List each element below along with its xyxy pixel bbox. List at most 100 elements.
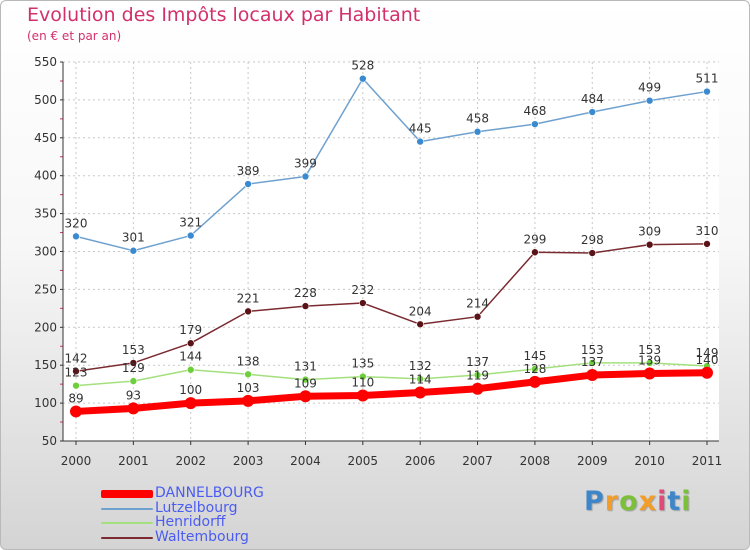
legend-label: Waltembourg [155,528,249,545]
data-point-henridorff [588,359,597,367]
y-tick-label: 100 [34,396,57,410]
data-label: 310 [696,224,719,238]
data-point-waltembourg [72,367,80,376]
logo-letter: t [667,486,682,517]
data-point-dannelbourg [414,386,427,399]
data-point-henridorff [301,375,310,384]
data-point-waltembourg [244,307,252,316]
data-point-lutzelbourg [301,172,310,181]
data-label: 214 [466,297,489,311]
data-label: 399 [294,156,317,170]
data-point-henridorff [359,372,367,381]
data-label: 320 [65,216,88,230]
data-point-henridorff [531,365,539,373]
y-tick-label: 400 [34,169,57,183]
data-point-lutzelbourg [588,108,597,116]
data-point-dannelbourg [70,405,82,418]
data-point-dannelbourg [643,367,656,380]
data-point-waltembourg [703,240,711,248]
data-label: 321 [179,216,202,230]
data-point-henridorff [473,371,482,379]
x-tick-label: 2006 [405,454,436,468]
y-tick-label: 450 [34,131,57,145]
data-label: 299 [523,232,546,246]
legend-swatch [101,507,153,510]
data-label: 131 [294,360,317,374]
y-tick-label: 250 [34,282,57,296]
data-point-lutzelbourg [72,232,80,241]
data-point-lutzelbourg [645,96,654,105]
data-label: 445 [409,122,432,136]
x-tick-label: 2011 [692,454,723,468]
x-tick-label: 2000 [61,454,92,468]
legend-swatch [101,522,153,524]
data-point-lutzelbourg [244,180,252,188]
data-point-henridorff [416,375,424,383]
data-point-dannelbourg [528,375,541,388]
data-label: 484 [581,92,604,106]
y-tick-label: 50 [42,434,57,448]
series-line-henridorff [75,362,708,387]
y-tick-label: 200 [34,320,57,334]
y-tick-label: 150 [34,358,57,372]
data-label: 221 [237,291,260,305]
data-label: 389 [237,164,260,178]
data-point-waltembourg [301,302,310,310]
data-label: 149 [696,346,719,360]
data-label: 153 [581,343,604,357]
data-label: 128 [523,362,546,376]
logo-letter: x [638,486,658,517]
data-label: 309 [638,225,661,239]
legend-label: Henridorff [155,514,226,530]
data-label: 511 [696,72,719,86]
logo-letter: r [604,486,620,517]
data-label: 232 [351,283,374,297]
data-point-henridorff [186,365,195,374]
series-line-lutzelbourg [75,77,708,252]
x-tick-label: 2008 [520,454,551,468]
logo-letter: P [584,486,605,517]
data-point-lutzelbourg [473,127,482,136]
x-tick-label: 2009 [577,454,608,468]
series-line-dannelbourg [72,369,711,415]
data-label: 132 [409,359,432,373]
data-label: 137 [581,355,604,369]
data-label: 93 [126,388,141,402]
data-label: 140 [696,353,719,367]
data-label: 109 [294,376,317,390]
data-label: 301 [122,231,145,245]
proxiti-logo: Proxiti [584,486,692,517]
legend-swatch [101,490,153,498]
x-tick-label: 2007 [462,454,493,468]
series-line-waltembourg [75,243,708,373]
data-point-lutzelbourg [129,246,138,255]
data-point-lutzelbourg [186,231,195,240]
data-label: 139 [638,354,661,368]
data-point-waltembourg [588,249,597,257]
logo-letter: o [619,486,639,517]
data-point-waltembourg [473,312,482,321]
y-tick-label: 350 [34,207,57,221]
data-point-waltembourg [129,359,138,367]
data-label: 458 [466,112,489,126]
data-point-waltembourg [359,299,367,307]
x-tick-label: 2002 [175,454,206,468]
data-label: 138 [237,354,260,368]
data-label: 468 [523,104,546,118]
x-tick-label: 2003 [233,454,264,468]
data-label: 298 [581,233,604,247]
data-label: 499 [638,81,661,95]
data-point-dannelbourg [586,369,599,382]
plot-area [63,62,719,441]
data-label: 119 [466,369,489,383]
data-label: 153 [122,343,145,357]
data-point-lutzelbourg [416,137,424,146]
data-point-waltembourg [416,320,424,329]
x-tick-label: 2001 [118,454,149,468]
data-point-dannelbourg [127,402,140,415]
data-point-waltembourg [186,339,195,348]
chart-title: Evolution des Impôts locaux par Habitant [27,4,421,26]
data-point-dannelbourg [356,389,369,402]
